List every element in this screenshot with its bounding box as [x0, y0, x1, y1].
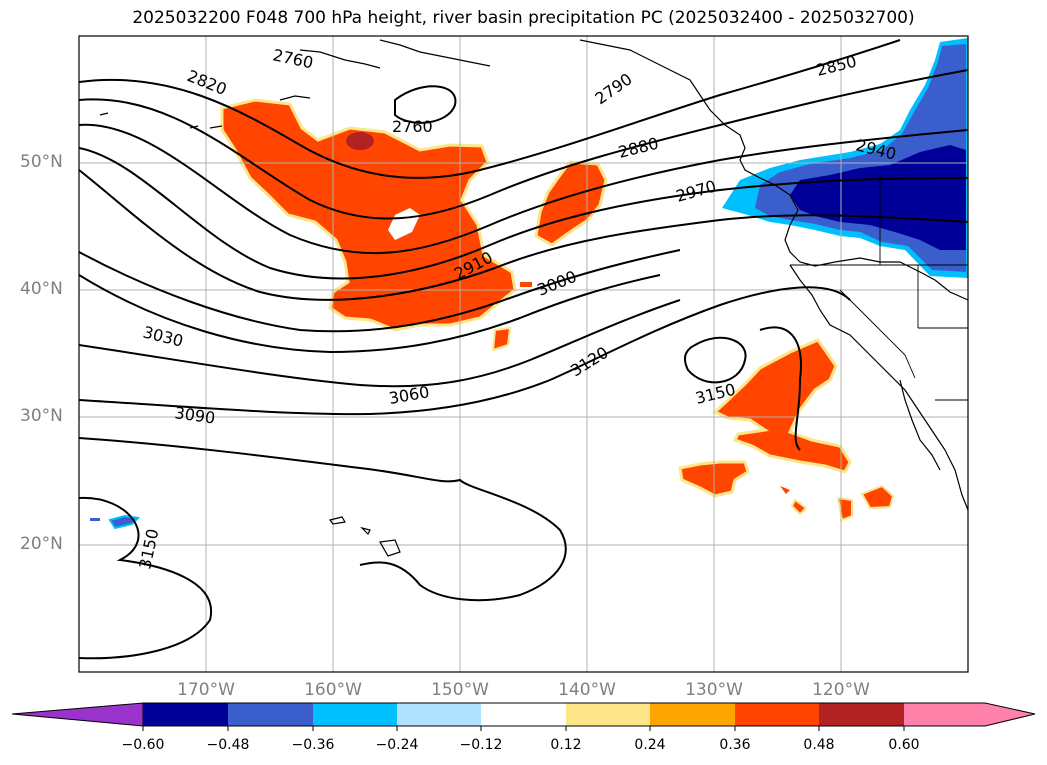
colorbar-tick-label: 0.24 — [634, 737, 666, 753]
lon-label: 120°W — [812, 680, 870, 700]
contour-label: 2760 — [271, 45, 315, 72]
lon-label: 150°W — [431, 680, 489, 700]
contour-label: 2970 — [674, 176, 718, 205]
colorbar-swatch — [735, 703, 819, 726]
colorbar-tick-label: 0.36 — [719, 737, 751, 753]
map-frame — [78, 35, 969, 673]
colorbar-tick-label: −0.36 — [291, 737, 335, 753]
colorbar-extend-high — [904, 703, 1035, 726]
map-title: 2025032200 F048 700 hPa height, river ba… — [132, 8, 915, 28]
lon-label: 140°W — [558, 680, 616, 700]
colorbar-extend-low — [11, 702, 144, 727]
graticule — [79, 36, 968, 672]
contour-label: 3030 — [141, 322, 185, 350]
colorbar-tick-label: −0.24 — [375, 737, 419, 753]
colorbar — [11, 702, 1036, 731]
precip-positive-north — [220, 98, 608, 352]
colorbar-tick-label: −0.48 — [206, 737, 250, 753]
contour-label: 3090 — [173, 403, 216, 427]
precip-positive-south — [678, 338, 895, 522]
lon-label: 170°W — [177, 680, 235, 700]
colorbar-swatch — [397, 703, 481, 726]
colorbar-tick-label: −0.12 — [459, 737, 503, 753]
contour-label: 2850 — [814, 52, 858, 80]
coastlines — [99, 39, 968, 557]
lat-label: 20°N — [20, 534, 63, 554]
contour-label: 2880 — [616, 134, 660, 162]
contour-label: 3000 — [534, 267, 579, 300]
colorbar-tick-label: 0.48 — [803, 737, 835, 753]
colorbar-swatch — [650, 703, 735, 726]
colorbar-tick-label: 0.60 — [888, 737, 920, 753]
contour-label: 2790 — [591, 69, 635, 108]
colorbar-swatch — [143, 703, 228, 726]
lat-label: 50°N — [20, 152, 63, 172]
colorbar-tick-label: 0.12 — [550, 737, 582, 753]
contour-label: 2820 — [185, 66, 230, 99]
contour-label: 2760 — [392, 117, 433, 136]
lon-label: 160°W — [304, 680, 362, 700]
colorbar-swatch — [313, 703, 397, 726]
lon-label: 130°W — [685, 680, 743, 700]
colorbar-swatch — [481, 703, 566, 726]
colorbar-swatch — [819, 703, 904, 726]
height-contours — [79, 39, 968, 660]
colorbar-tick-label: −0.60 — [121, 737, 165, 753]
political-borders — [790, 175, 968, 401]
lat-label: 40°N — [20, 279, 63, 299]
contour-label: 3120 — [567, 343, 612, 381]
colorbar-swatch — [228, 703, 313, 726]
colorbar-swatch — [566, 703, 650, 726]
lat-label: 30°N — [20, 406, 63, 426]
